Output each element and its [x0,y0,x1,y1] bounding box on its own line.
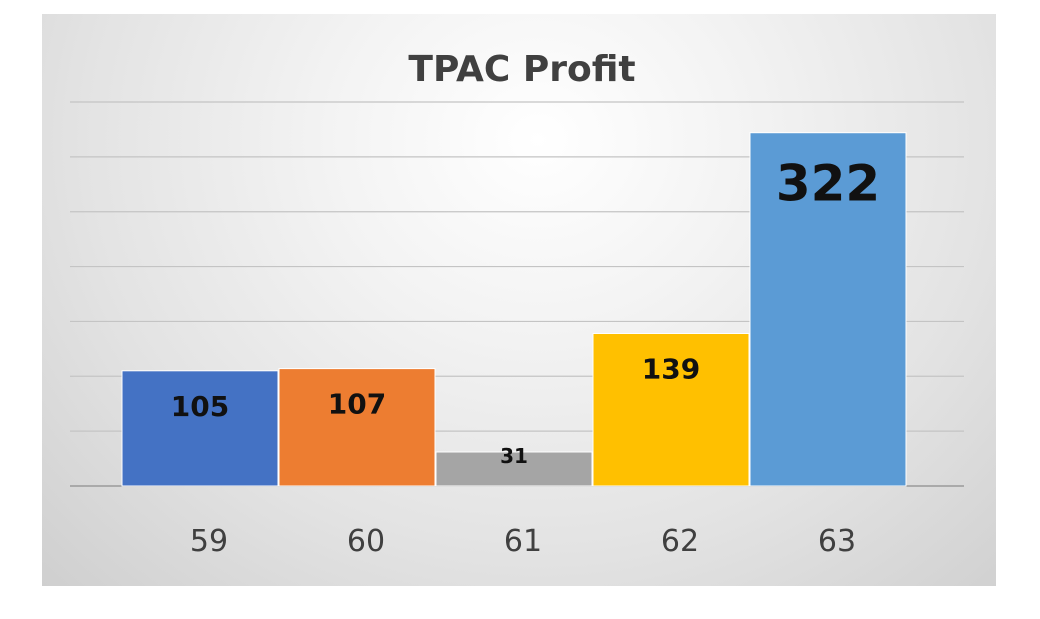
bar-63 [749,132,907,487]
x-axis-ticks: 59 60 61 62 63 [190,524,856,559]
bar-61 [435,451,593,487]
x-tick-label-63: 63 [818,524,856,559]
data-label-59: 105 [171,390,229,423]
data-label-62: 139 [642,352,700,385]
x-tick-label-60: 60 [347,524,385,559]
bar-chart: 105 107 31 139 322 59 60 61 62 63 TPAC Profit [70,49,964,559]
bars [121,132,907,487]
data-label-63: 322 [776,155,880,213]
x-tick-label-61: 61 [504,524,542,559]
x-tick-label-62: 62 [661,524,699,559]
data-labels: 105 107 31 139 322 [171,155,880,468]
x-tick-label-59: 59 [190,524,228,559]
chart-area: 105 107 31 139 322 59 60 61 62 63 TPAC Profit [42,14,996,586]
data-label-60: 107 [328,388,386,421]
bar-59 [121,370,279,487]
chart-title: TPAC Profit [408,49,635,90]
bar-60 [278,368,436,487]
bar-62 [592,332,750,487]
data-label-61: 31 [500,444,528,468]
